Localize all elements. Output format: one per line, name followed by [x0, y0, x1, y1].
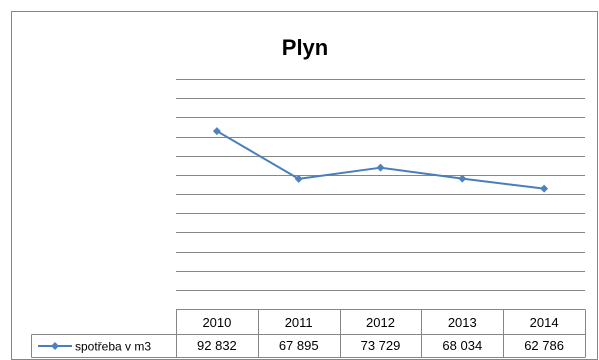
- data-point-marker: [540, 184, 549, 193]
- series-line-group: [212, 127, 549, 193]
- data-point-marker: [212, 127, 221, 136]
- data-point-marker: [458, 174, 467, 183]
- data-point-marker: [294, 174, 303, 183]
- legend-marker: [51, 342, 59, 350]
- table-category-label: 2012: [366, 315, 395, 330]
- data-point-marker: [376, 163, 385, 172]
- table-value-cell: 73 729: [361, 338, 401, 353]
- legend-series-name: spotřeba v m3: [75, 340, 151, 354]
- table-value-cell: 92 832: [197, 338, 237, 353]
- chart-title: Plyn: [282, 35, 328, 60]
- table-value-cell: 62 786: [524, 338, 564, 353]
- table-category-label: 2011: [285, 315, 313, 330]
- chart-border: [11, 11, 598, 360]
- table-category-label: 2014: [530, 315, 559, 330]
- gridlines: [176, 79, 585, 291]
- table-value-cell: 67 895: [279, 338, 319, 353]
- table-value-cell: 68 034: [442, 338, 482, 353]
- table-category-label: 2010: [202, 315, 231, 330]
- data-table: 2010 2011 2012 2013 2014 spotřeba v m3 92 832 6…: [31, 309, 586, 358]
- table-category-label: 2013: [448, 315, 477, 330]
